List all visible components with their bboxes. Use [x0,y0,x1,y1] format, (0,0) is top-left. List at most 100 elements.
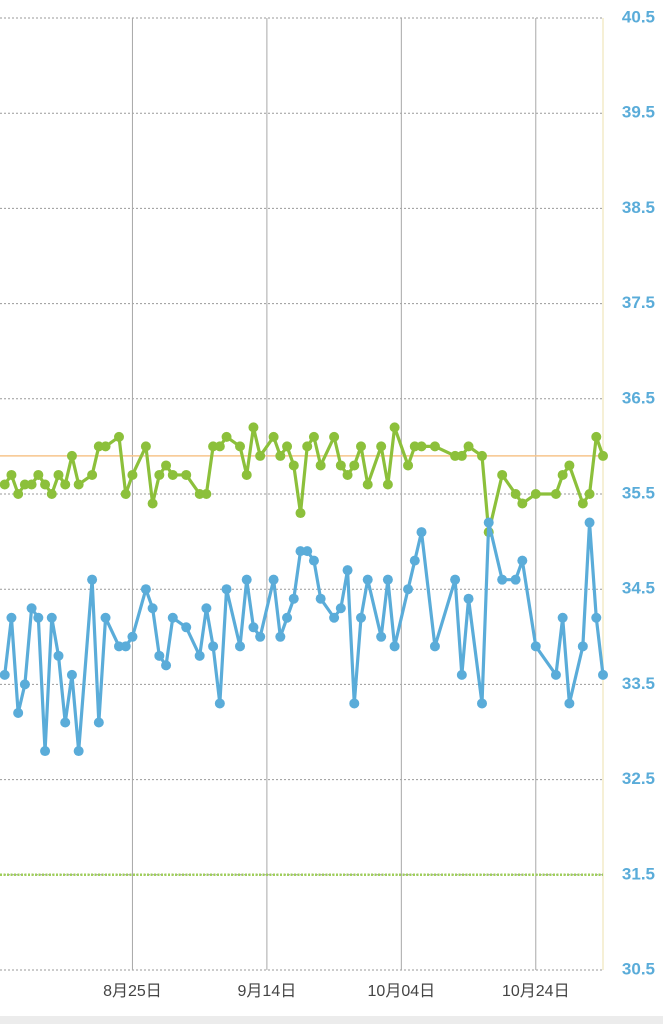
data-point [46,612,57,623]
y-tick-label: 40.5 [622,7,655,26]
series-line [3,520,605,753]
data-point [127,469,138,480]
data-point [255,631,266,642]
data-point [13,707,24,718]
data-point [248,622,259,633]
data-point [100,612,111,623]
data-point [564,698,575,709]
data-point [214,441,225,452]
data-point [214,698,225,709]
data-point [140,441,151,452]
data-point [288,593,299,604]
data-point [221,431,232,442]
x-tick-label: 8月25日 [103,983,162,1000]
data-point [329,431,340,442]
scroll-bar [0,1016,663,1024]
data-point [73,746,84,757]
data-point [194,650,205,661]
x-tick-label: 10月24日 [502,983,570,1000]
data-point [295,508,306,519]
data-point [33,612,44,623]
data-point [0,669,10,680]
y-tick-label: 38.5 [622,198,655,217]
data-point [584,489,595,499]
data-point [456,450,467,461]
data-point [26,603,37,614]
data-point [140,584,151,595]
data-point [591,431,602,442]
data-point [26,479,37,490]
data-point [201,489,212,499]
data-point [376,441,387,452]
x-tick-label: 10月04日 [368,983,436,1000]
data-point [208,641,219,652]
data-point [181,469,192,480]
data-point [308,431,319,442]
data-point [450,574,461,585]
data-point [235,641,245,652]
data-point [147,498,158,509]
data-point [598,450,608,461]
data-point [409,555,420,566]
data-point [282,612,293,623]
data-point [181,622,192,633]
data-point [463,593,474,604]
y-tick-label: 33.5 [622,674,655,693]
data-point [329,612,340,623]
data-point [382,479,393,490]
data-point [147,603,158,614]
data-point [550,489,561,499]
data-point [268,574,279,585]
data-point [530,641,541,652]
data-point [6,612,17,623]
y-tick-label: 39.5 [622,103,655,122]
data-point [517,498,528,509]
data-point [356,612,366,623]
data-point [282,441,293,452]
data-point [497,574,508,585]
data-point [530,489,541,499]
data-point [389,422,400,433]
data-point [302,546,313,557]
data-point [241,469,252,480]
data-point [456,669,467,680]
data-point [161,660,172,671]
data-point [288,460,299,471]
y-tick-label: 34.5 [622,579,655,598]
data-point [349,698,360,709]
data-point [6,469,17,480]
data-point [598,669,608,680]
data-point [308,555,319,566]
data-point [342,469,353,480]
data-point [275,450,286,461]
data-point [268,431,279,442]
y-tick-label: 32.5 [622,769,655,788]
y-tick-label: 36.5 [622,388,655,407]
data-point [255,450,266,461]
data-point [302,441,313,452]
data-point [510,489,521,499]
data-point [87,469,98,480]
data-point [362,479,373,490]
data-point [154,469,165,480]
data-point [382,574,393,585]
series-line [3,425,605,534]
data-point [73,479,84,490]
y-tick-label: 30.5 [622,959,655,978]
data-point [429,441,440,452]
data-point [167,612,178,623]
data-point [235,441,245,452]
data-point [87,574,98,585]
data-point [275,631,286,642]
data-point [315,460,326,471]
data-point [53,469,64,480]
data-point [497,469,508,480]
data-point [403,460,414,471]
data-point [40,746,51,757]
data-point [60,479,71,490]
data-point [376,631,387,642]
data-point [120,489,131,499]
data-point [241,574,252,585]
data-point [342,565,353,576]
